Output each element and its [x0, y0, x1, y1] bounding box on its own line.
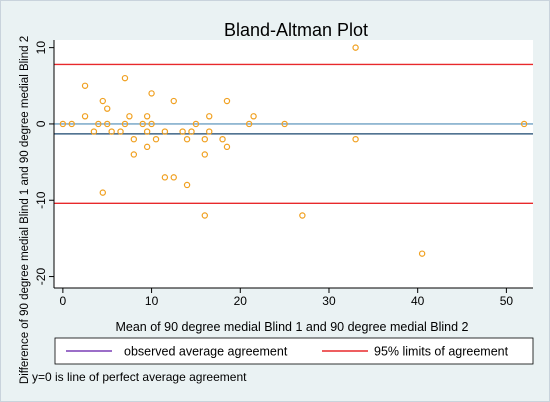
data-point-26	[170, 97, 177, 105]
data-point-47	[418, 250, 426, 257]
data-point-34	[201, 151, 208, 158]
data-point-35	[201, 212, 208, 219]
y-tick-label-3: -20	[34, 268, 48, 286]
data-point-18	[143, 113, 151, 120]
x-tick-label-2: 20	[234, 294, 248, 308]
data-point-15	[130, 135, 138, 143]
data-point-2	[81, 82, 89, 89]
legend-box	[54, 337, 534, 365]
data-point-14	[126, 113, 133, 120]
data-point-20	[143, 143, 151, 151]
data-point-33	[201, 135, 208, 143]
data-point-29	[183, 135, 191, 143]
data-point-4	[90, 128, 98, 135]
legend-label-1: 95% limits of agreement	[374, 345, 509, 359]
data-point-12	[121, 74, 129, 82]
data-point-17	[139, 120, 146, 128]
legend: observed average agreement 95% limits of …	[54, 337, 534, 365]
x-axis-label: Mean of 90 degree medial Blind 1 and 90 …	[115, 320, 468, 334]
data-point-42	[250, 113, 257, 120]
data-point-27	[170, 174, 177, 181]
data-point-19	[143, 128, 151, 135]
chart-title: Bland-Altman Plot	[224, 20, 368, 40]
y-tick-label-2: -10	[34, 191, 48, 209]
legend-label-0: observed average agreement	[124, 345, 288, 359]
data-point-48	[520, 120, 528, 128]
x-tick-label-5: 50	[500, 294, 514, 308]
data-point-37	[206, 128, 213, 135]
data-point-25	[161, 174, 169, 181]
data-point-3	[81, 113, 89, 120]
data-point-28	[179, 128, 186, 135]
data-point-7	[99, 189, 106, 196]
data-point-22	[148, 120, 155, 128]
y-tick-label-1: 0	[34, 120, 48, 127]
data-point-32	[192, 120, 200, 128]
data-point-9	[104, 120, 111, 128]
data-point-36	[206, 113, 213, 120]
data-point-38	[219, 135, 226, 143]
data-point-5	[95, 120, 102, 128]
data-point-0	[59, 120, 67, 128]
data-points	[59, 44, 528, 257]
y-tick-label-0: 10	[34, 41, 48, 55]
plot-area	[54, 40, 533, 288]
x-tick-label-0: 0	[60, 294, 67, 308]
data-point-13	[121, 120, 129, 128]
data-point-6	[99, 97, 106, 105]
data-point-8	[104, 105, 111, 112]
data-point-24	[161, 128, 169, 135]
data-point-1	[68, 120, 75, 128]
data-point-30	[183, 181, 191, 189]
data-point-10	[108, 128, 115, 135]
reference-lines	[54, 63, 533, 204]
x-axis: 0 10 20 30 40 50	[54, 287, 533, 308]
data-point-11	[117, 128, 124, 135]
data-point-41	[245, 120, 253, 128]
x-tick-label-4: 40	[411, 294, 425, 308]
data-point-21	[148, 90, 155, 97]
y-axis-label: Difference of 90 degree medial Blind 1 a…	[19, 36, 31, 384]
y-axis: 10 0 -10 -20	[34, 40, 55, 288]
data-point-44	[299, 212, 306, 219]
data-point-39	[223, 97, 231, 105]
data-point-31	[188, 128, 195, 135]
data-point-16	[130, 151, 138, 158]
data-point-23	[152, 135, 160, 143]
footnote: y=0 is line of perfect average agreement	[32, 370, 247, 384]
data-point-43	[281, 120, 288, 128]
x-tick-label-1: 10	[145, 294, 159, 308]
data-point-40	[223, 143, 231, 151]
x-tick-label-3: 30	[322, 294, 336, 308]
data-point-46	[352, 135, 359, 143]
data-point-45	[352, 44, 359, 51]
